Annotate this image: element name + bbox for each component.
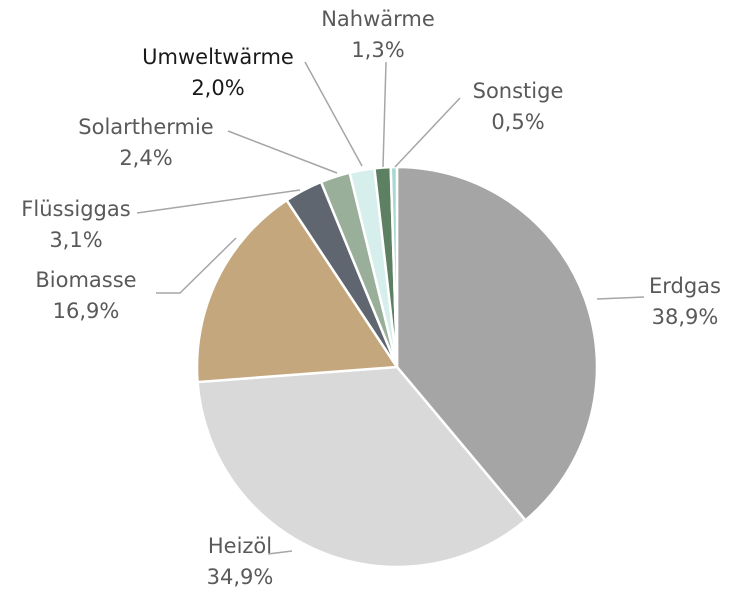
leader-line xyxy=(382,61,387,168)
pie-slice xyxy=(389,165,399,368)
slice-label: Solarthermie xyxy=(78,115,213,139)
slice-label: Biomasse xyxy=(35,268,136,292)
slice-label: Umweltwärme xyxy=(142,45,294,69)
pie-slice xyxy=(196,365,528,569)
leader-line xyxy=(304,61,363,167)
slice-value-label: 2,0% xyxy=(191,76,244,100)
slice-label: Flüssiggas xyxy=(21,197,130,221)
slice-label: Erdgas xyxy=(649,274,721,298)
slice-value-label: 38,9% xyxy=(652,305,719,329)
slice-value-label: 1,3% xyxy=(351,38,404,62)
leader-line xyxy=(394,97,461,168)
leader-line xyxy=(596,296,645,300)
leader-line xyxy=(267,550,293,555)
pie-slice xyxy=(395,165,599,523)
slice-value-label: 16,9% xyxy=(53,299,120,323)
slice-value-label: 34,9% xyxy=(207,565,274,589)
slice-label: Sonstige xyxy=(473,79,564,103)
slice-value-label: 3,1% xyxy=(49,228,102,252)
slice-value-label: 0,5% xyxy=(491,110,544,134)
slice-label: Heizöl xyxy=(208,534,272,558)
slice-value-label: 2,4% xyxy=(119,146,172,170)
leader-line xyxy=(136,189,301,214)
leader-line xyxy=(227,130,338,174)
pie-slice xyxy=(195,198,400,384)
leader-line xyxy=(156,237,237,294)
slice-label: Nahwärme xyxy=(321,7,435,31)
